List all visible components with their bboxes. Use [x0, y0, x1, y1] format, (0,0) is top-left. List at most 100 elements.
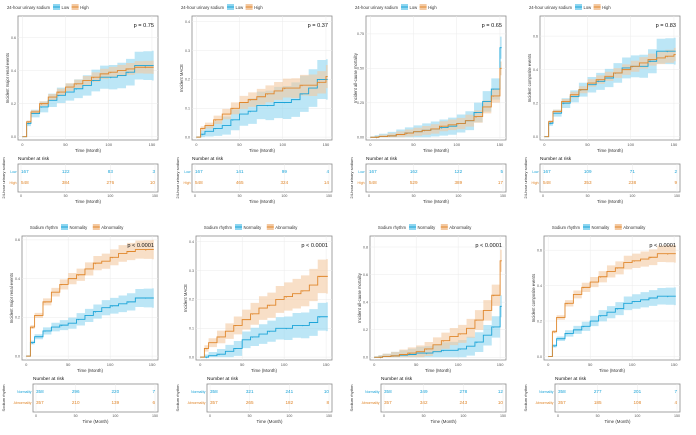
y-tick-label: 0.4 [11, 69, 16, 73]
censor-mark: + [649, 58, 651, 62]
risk-value: 548 [195, 180, 203, 185]
risk-x-tick-label: 150 [326, 414, 332, 418]
y-tick-label: 0.6 [363, 273, 368, 277]
y-axis-label: Incident MACE [183, 284, 188, 312]
risk-value: 167 [195, 169, 203, 174]
y-tick-label: 0.2 [11, 102, 16, 106]
risk-row-label: Abnormality [188, 401, 206, 405]
y-tick-label: 0.4 [533, 68, 538, 72]
risk-value: 241 [285, 389, 293, 394]
legend-label: Low [236, 5, 245, 10]
censor-mark: + [409, 353, 411, 357]
risk-x-tick-label: 150 [500, 414, 506, 418]
censor-mark: + [41, 102, 43, 106]
risk-row-label: Abnormality [14, 401, 32, 405]
censor-mark: + [318, 78, 320, 82]
censor-mark: + [409, 351, 411, 355]
curve-abnormality [26, 249, 154, 357]
risk-x-axis-label: Time (Month) [257, 419, 283, 424]
censor-mark: + [301, 83, 303, 87]
censor-mark: + [252, 335, 254, 339]
risk-table-frame [32, 383, 159, 413]
censor-mark: + [232, 106, 234, 110]
p-value: p = 0.75 [134, 23, 154, 29]
risk-x-tick-label: 0 [20, 194, 22, 198]
censor-mark: + [202, 127, 204, 131]
censor-mark: + [442, 339, 444, 343]
censor-mark: + [268, 329, 270, 333]
risk-x-axis-label: Time (Month) [431, 419, 457, 424]
risk-x-tick-label: 150 [674, 414, 680, 418]
censor-mark: + [110, 75, 112, 79]
curve-abnormality [374, 260, 502, 358]
y-tick-label: 0.6 [537, 248, 542, 252]
censor-mark: + [667, 294, 669, 298]
y-tick-label: 0.50 [357, 67, 364, 71]
x-axis-label: Time (Month) [77, 368, 103, 373]
y-tick-label: 0.0 [15, 354, 20, 358]
risk-value: 4 [674, 400, 677, 405]
censor-mark: + [475, 111, 477, 115]
risk-x-tick-label: 150 [326, 194, 332, 198]
risk-value: 122 [454, 169, 462, 174]
censor-mark: + [597, 78, 599, 82]
risk-y-axis-label: Sodium rhythm [523, 384, 528, 412]
x-tick-label: 100 [279, 142, 286, 147]
km-panel-5: Sodium rhythm Normality Abnormality 0 50 100 1… [1, 224, 159, 424]
x-axis-label: Time (Month) [249, 148, 275, 153]
risk-x-tick-label: 50 [248, 414, 252, 418]
censor-mark: + [267, 92, 269, 96]
y-tick-label: 0.0 [363, 356, 368, 360]
censor-mark: + [580, 88, 582, 92]
censor-mark: + [284, 101, 286, 105]
risk-value: 276 [106, 180, 114, 185]
risk-table-frame [554, 383, 681, 413]
risk-x-tick-label: 0 [194, 194, 196, 198]
x-tick-label: 50 [63, 142, 68, 147]
risk-value: 353 [584, 180, 592, 185]
y-tick-label: 0.8 [363, 245, 368, 249]
curve-low [196, 78, 328, 138]
risk-row-label: Low [10, 170, 17, 174]
risk-table-frame [365, 163, 507, 193]
x-tick-label: 150 [323, 142, 330, 147]
y-tick-label: 0.75 [357, 32, 364, 36]
ci-band-abnormality [548, 244, 676, 357]
censor-mark: + [75, 87, 77, 91]
censor-mark: + [632, 64, 634, 68]
legend-label: Abnormality [101, 225, 124, 230]
censor-mark: + [301, 92, 303, 96]
censor-mark: + [94, 261, 96, 265]
censor-mark: + [32, 325, 34, 329]
risk-x-tick-label: 100 [286, 414, 292, 418]
censor-mark: + [583, 325, 585, 329]
censor-mark: + [144, 64, 146, 68]
censor-mark: + [144, 65, 146, 69]
y-tick-label: 0.0 [189, 355, 194, 359]
risk-value: 3 [152, 169, 155, 174]
censor-mark: + [268, 303, 270, 307]
y-tick-label: 0.4 [185, 20, 190, 24]
risk-value: 358 [36, 389, 44, 394]
risk-x-tick-label: 100 [281, 194, 287, 198]
risk-x-tick-label: 150 [500, 194, 506, 198]
risk-x-tick-label: 50 [74, 414, 78, 418]
risk-value: 238 [628, 180, 636, 185]
legend-label: Low [62, 5, 71, 10]
risk-value: 2 [674, 169, 677, 174]
legend: Sodium rhythm Normality Abnormality [30, 224, 124, 230]
risk-value: 7 [152, 389, 155, 394]
risk-table-title: Number at risk [18, 156, 50, 162]
risk-x-tick-label: 0 [383, 414, 385, 418]
legend-label: Normality [70, 225, 89, 230]
censor-mark: + [458, 122, 460, 126]
risk-y-axis-label: 24-hour urinary sodium [175, 157, 180, 199]
risk-x-tick-label: 50 [586, 194, 590, 198]
x-tick-label: 0 [369, 142, 372, 147]
risk-value: 548 [21, 180, 29, 185]
censor-mark: + [649, 59, 651, 63]
risk-value: 8 [326, 400, 329, 405]
risk-x-tick-label: 100 [634, 414, 640, 418]
